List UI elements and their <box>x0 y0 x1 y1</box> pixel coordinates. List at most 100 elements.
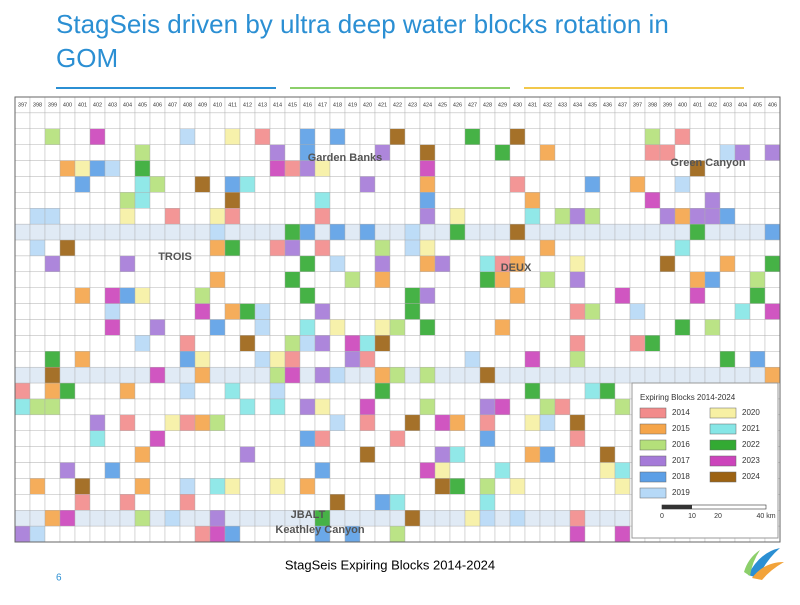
block-cell <box>464 239 481 257</box>
block-cell <box>434 446 451 463</box>
block-cell <box>59 208 76 225</box>
block-number: 427 <box>468 102 477 108</box>
block-cell <box>419 208 436 225</box>
block-cell <box>554 335 571 352</box>
block-cell <box>119 525 136 543</box>
block-cell <box>404 303 421 320</box>
block-cell <box>674 112 691 129</box>
block-number: 430 <box>513 102 522 108</box>
block-cell <box>764 128 781 145</box>
block-number: 433 <box>558 102 567 108</box>
block-cell <box>764 208 781 225</box>
block-cell <box>284 446 301 463</box>
block-cell <box>389 462 406 479</box>
block-cell <box>374 239 391 257</box>
block-cell <box>344 382 361 400</box>
block-cell <box>419 303 436 320</box>
block-cell <box>44 271 61 288</box>
block-cell <box>419 287 436 304</box>
block-cell <box>554 462 571 479</box>
block-cell <box>194 462 211 479</box>
block-cell <box>389 494 406 511</box>
legend-swatch <box>639 423 667 435</box>
block-cell <box>539 462 556 479</box>
block-cell <box>539 176 556 193</box>
block-cell <box>464 176 481 193</box>
block-cell <box>659 351 676 368</box>
block-cell <box>299 255 316 273</box>
block-cell <box>89 382 106 400</box>
block-cell <box>239 303 256 320</box>
block-cell <box>584 112 601 129</box>
block-cell <box>269 303 286 320</box>
logo <box>744 548 784 580</box>
block-cell <box>524 303 541 320</box>
block-cell <box>209 446 226 463</box>
block-cell <box>164 510 181 527</box>
block-cell <box>509 112 526 129</box>
block-cell <box>224 255 241 273</box>
block-cell <box>299 303 316 320</box>
block-cell <box>584 271 601 288</box>
block-cell <box>239 414 256 431</box>
block-cell <box>209 366 226 384</box>
block-cell <box>734 176 751 193</box>
block-number: 414 <box>273 102 282 108</box>
block-cell <box>374 287 391 304</box>
block-cell <box>629 366 646 384</box>
block-cell <box>359 494 376 511</box>
block-cell <box>374 430 391 447</box>
block-cell <box>254 255 271 273</box>
block-cell <box>524 478 541 495</box>
block-cell <box>614 446 631 463</box>
block-cell <box>44 303 61 320</box>
block-cell <box>614 525 631 543</box>
block-cell <box>329 303 346 320</box>
block-cell <box>104 398 121 416</box>
block-cell <box>524 446 541 463</box>
block-cell <box>44 351 61 368</box>
block-cell <box>464 494 481 511</box>
block-cell <box>164 128 181 145</box>
block-cell <box>569 319 586 336</box>
block-cell <box>614 398 631 416</box>
block-cell <box>704 255 721 273</box>
block-cell <box>149 271 166 288</box>
block-cell <box>59 446 76 463</box>
block-cell <box>389 366 406 384</box>
block-cell <box>104 176 121 193</box>
block-cell <box>254 176 271 193</box>
block-cell <box>764 144 781 161</box>
block-cell <box>179 525 196 543</box>
block-cell <box>59 510 76 527</box>
block-cell <box>734 366 751 384</box>
block-cell <box>449 525 466 543</box>
block-cell <box>224 430 241 447</box>
block-cell <box>29 414 46 431</box>
block-cell <box>149 430 166 447</box>
block-cell <box>569 303 586 320</box>
block-cell <box>74 366 91 384</box>
block-cell <box>134 208 151 225</box>
block-cell <box>404 192 421 209</box>
block-cell <box>14 239 31 257</box>
block-cell <box>554 208 571 225</box>
block-cell <box>509 319 526 336</box>
block-cell <box>239 287 256 304</box>
block-cell <box>224 176 241 193</box>
block-cell <box>149 478 166 495</box>
block-cell <box>89 239 106 257</box>
block-cell <box>149 351 166 368</box>
block-cell <box>569 239 586 257</box>
block-cell <box>449 351 466 368</box>
block-cell <box>404 176 421 193</box>
block-cell <box>389 160 406 177</box>
block-cell <box>569 335 586 352</box>
block-cell <box>494 144 511 161</box>
block-cell <box>389 303 406 320</box>
block-cell <box>479 351 496 368</box>
block-cell <box>44 192 61 209</box>
block-cell <box>74 176 91 193</box>
block-cell <box>164 430 181 447</box>
block-cell <box>509 510 526 527</box>
